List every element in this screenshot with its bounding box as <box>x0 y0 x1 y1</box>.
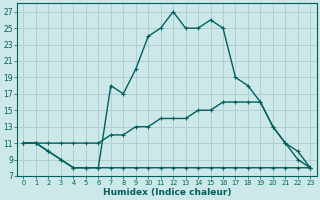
X-axis label: Humidex (Indice chaleur): Humidex (Indice chaleur) <box>103 188 231 197</box>
